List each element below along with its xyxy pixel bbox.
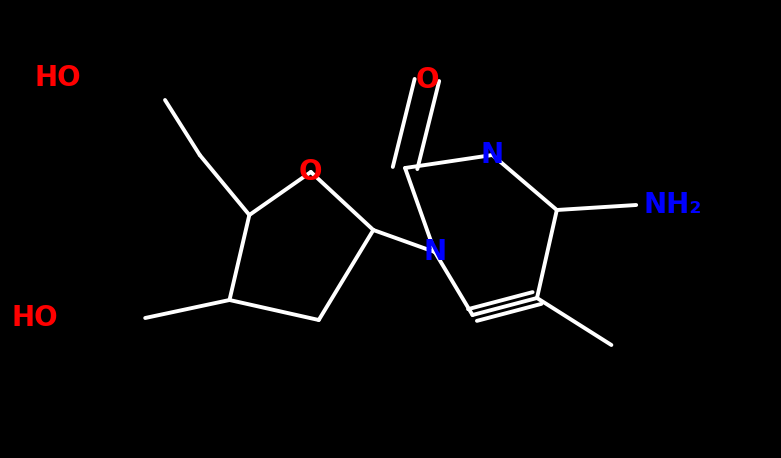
Text: N: N — [481, 141, 504, 169]
Text: NH₂: NH₂ — [644, 191, 702, 219]
Text: HO: HO — [34, 64, 80, 92]
Text: HO: HO — [11, 304, 58, 332]
Text: N: N — [423, 238, 447, 266]
Text: O: O — [299, 158, 323, 186]
Text: O: O — [415, 66, 439, 94]
